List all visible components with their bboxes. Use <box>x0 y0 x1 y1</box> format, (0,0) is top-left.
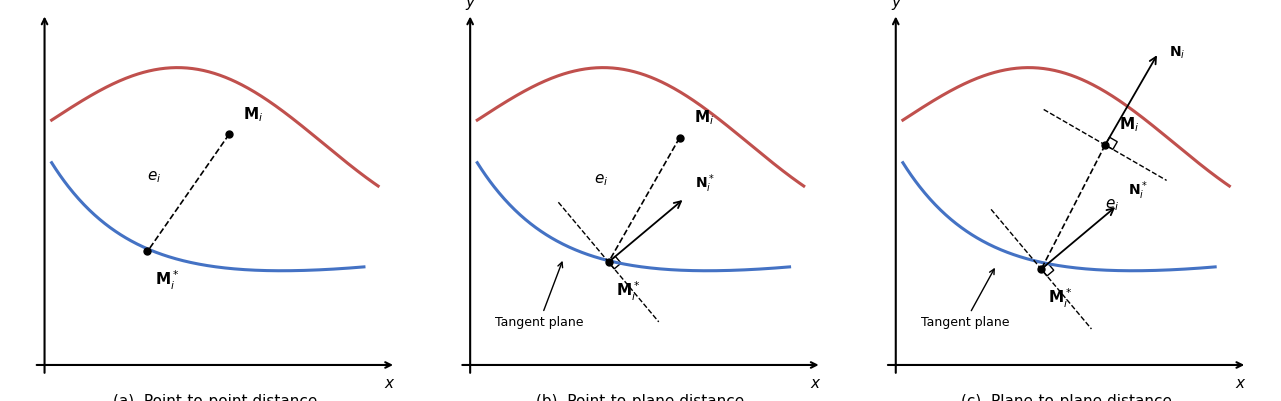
Text: (b)  Point-to-plane distance: (b) Point-to-plane distance <box>537 394 744 401</box>
Text: $\mathbf{M}_i$: $\mathbf{M}_i$ <box>1120 115 1140 134</box>
Text: $e_i$: $e_i$ <box>147 169 161 185</box>
Text: $e_i$: $e_i$ <box>594 172 608 188</box>
Text: x: x <box>1235 376 1245 391</box>
Text: $\mathbf{M}_i$: $\mathbf{M}_i$ <box>243 105 264 124</box>
Text: (c)  Plane-to-plane distance: (c) Plane-to-plane distance <box>961 394 1172 401</box>
Text: Tangent plane: Tangent plane <box>921 269 1009 329</box>
Text: (a)  Point-to-point distance: (a) Point-to-point distance <box>113 394 318 401</box>
Text: $\mathbf{M}_i^*$: $\mathbf{M}_i^*$ <box>616 280 640 303</box>
Text: $\mathbf{M}_i^*$: $\mathbf{M}_i^*$ <box>1048 287 1072 310</box>
Text: $\mathbf{M}_i^*$: $\mathbf{M}_i^*$ <box>155 269 179 292</box>
Text: $\mathbf{N}_i^*$: $\mathbf{N}_i^*$ <box>696 172 716 194</box>
Text: $\mathbf{M}_i$: $\mathbf{M}_i$ <box>694 109 714 127</box>
Text: $\mathbf{N}_i^*$: $\mathbf{N}_i^*$ <box>1129 179 1148 202</box>
Text: x: x <box>384 376 393 391</box>
Text: Tangent plane: Tangent plane <box>494 262 584 329</box>
Text: x: x <box>810 376 819 391</box>
Text: $e_i$: $e_i$ <box>1106 197 1120 213</box>
Text: y: y <box>892 0 901 10</box>
Text: $\mathbf{N}_i$: $\mathbf{N}_i$ <box>1170 45 1185 61</box>
Text: y: y <box>466 0 475 10</box>
